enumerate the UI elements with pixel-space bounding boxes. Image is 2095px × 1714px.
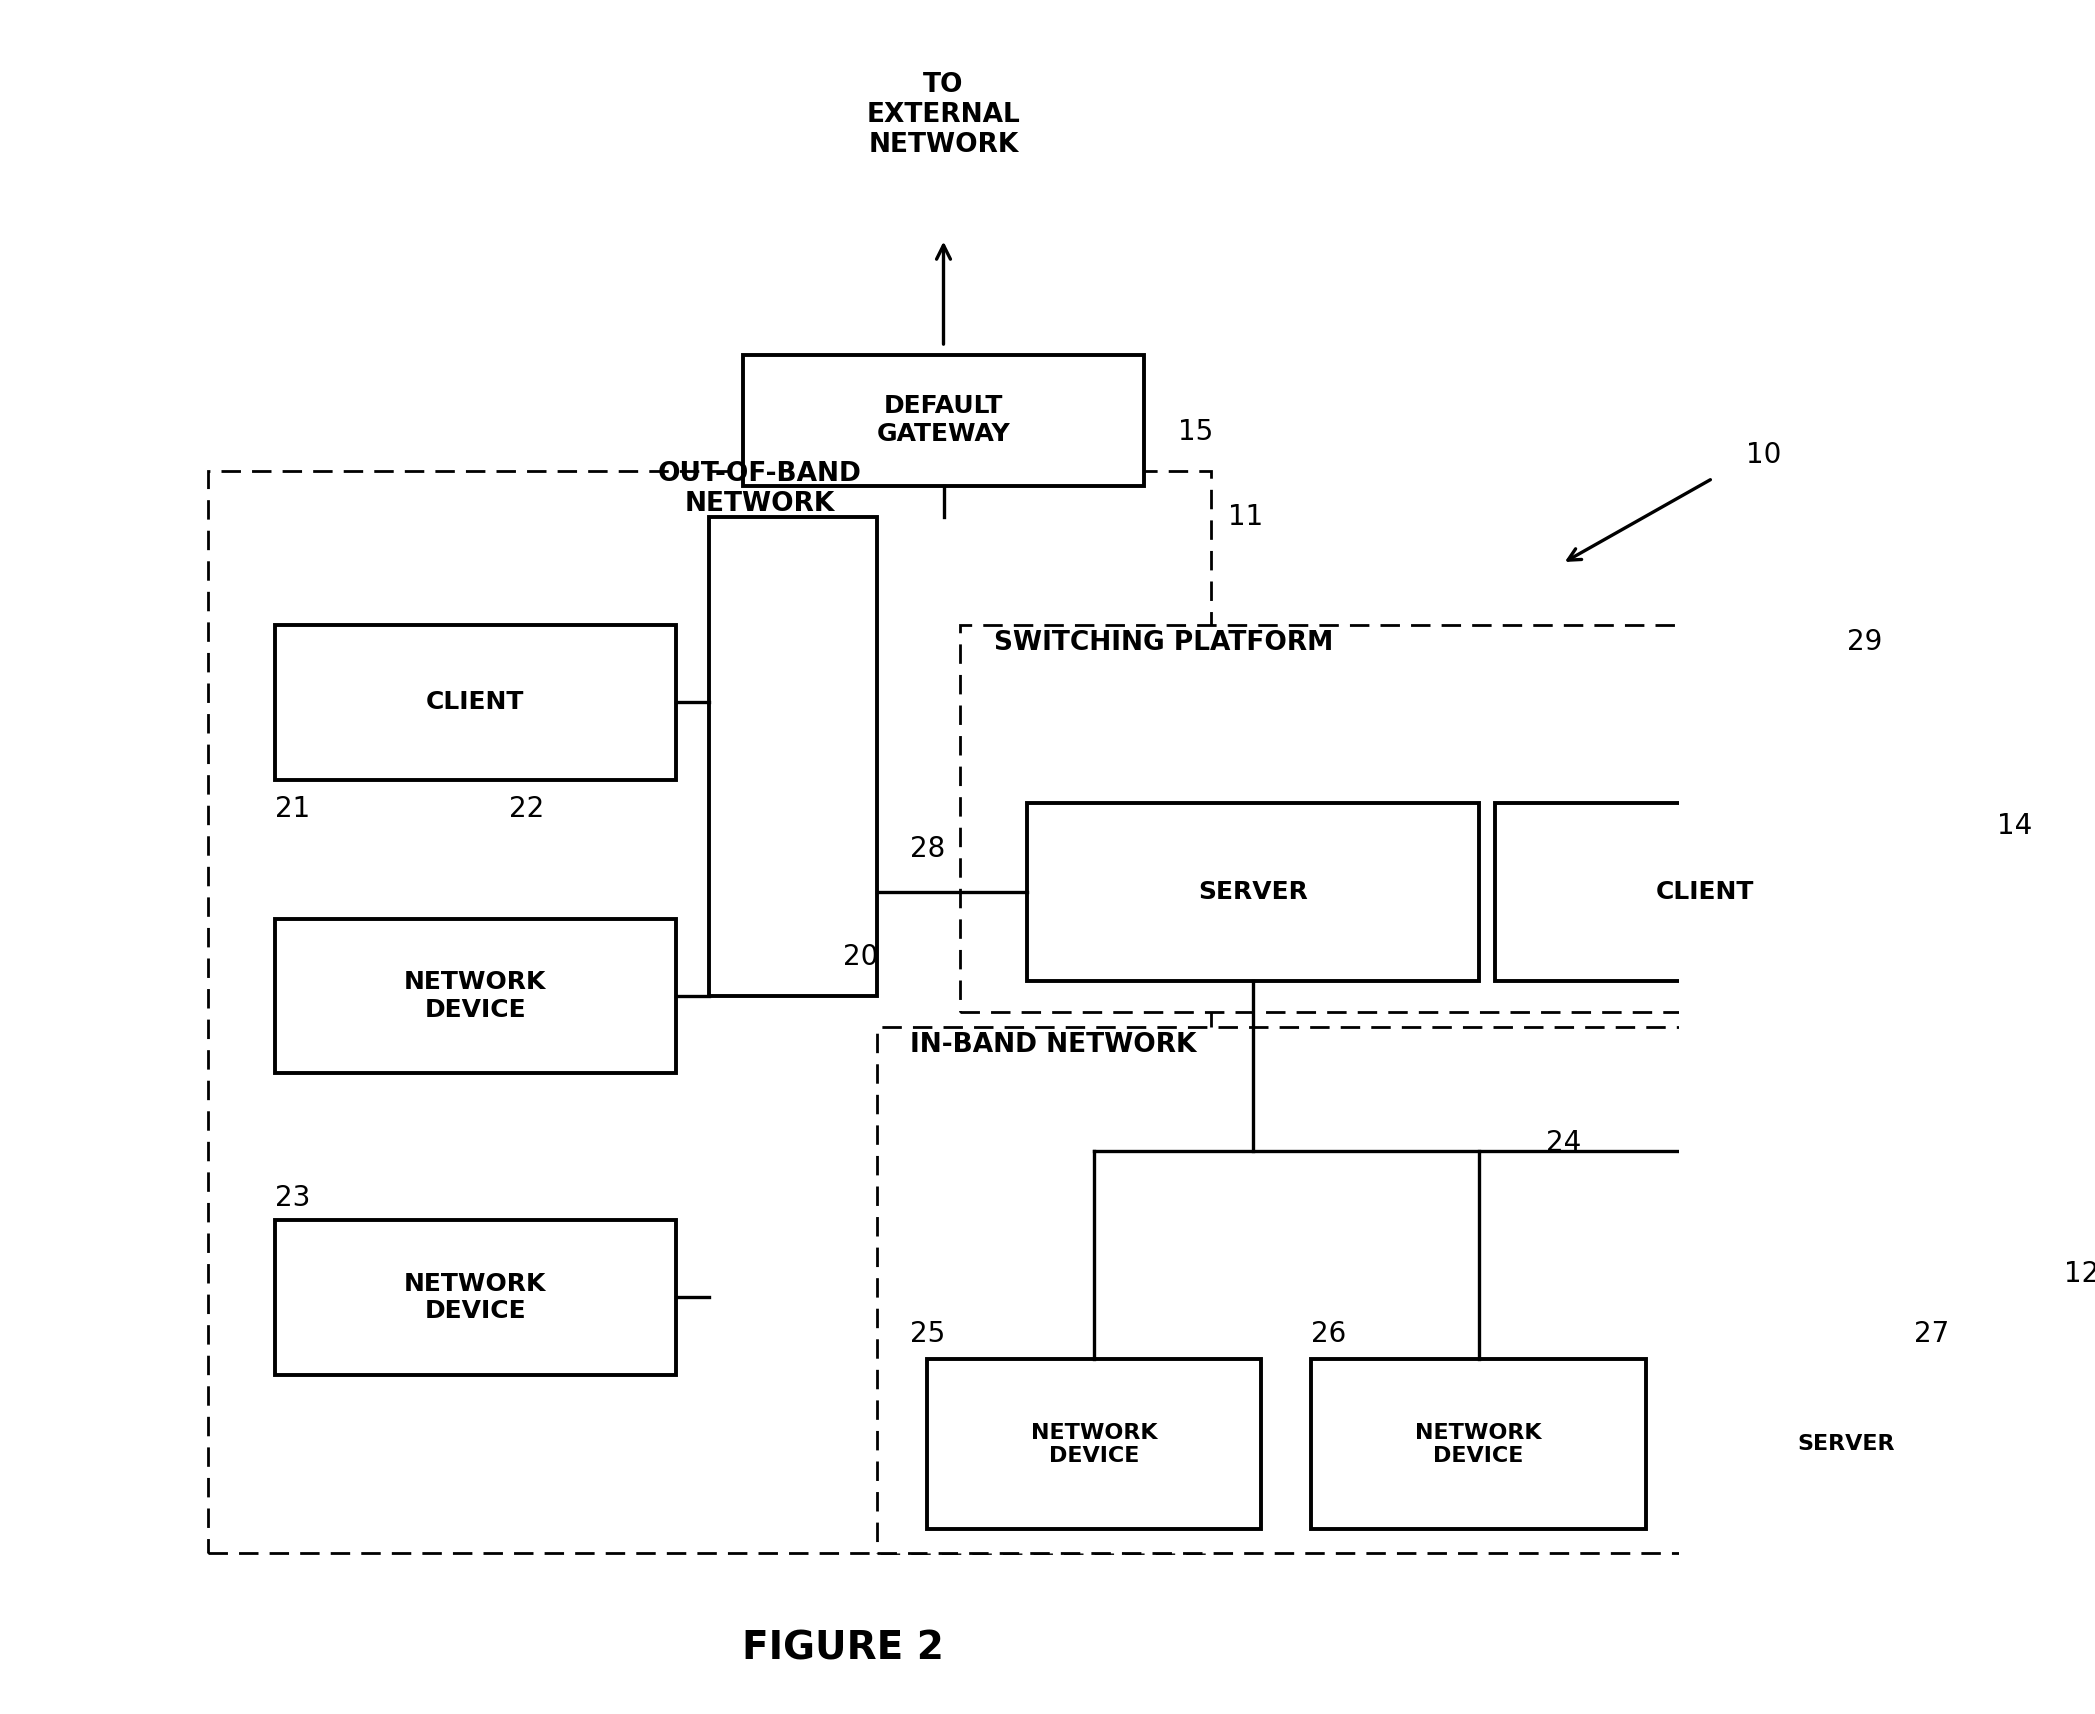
FancyBboxPatch shape xyxy=(207,471,1211,1553)
FancyBboxPatch shape xyxy=(1027,802,1479,980)
Text: 22: 22 xyxy=(509,795,545,823)
FancyBboxPatch shape xyxy=(274,626,677,780)
FancyBboxPatch shape xyxy=(744,355,1144,487)
FancyBboxPatch shape xyxy=(1311,1359,1647,1529)
FancyBboxPatch shape xyxy=(274,919,677,1073)
Text: NETWORK
DEVICE: NETWORK DEVICE xyxy=(404,1272,547,1323)
Text: NETWORK
DEVICE: NETWORK DEVICE xyxy=(1416,1423,1542,1465)
Text: 10: 10 xyxy=(1747,440,1781,470)
Text: NETWORK
DEVICE: NETWORK DEVICE xyxy=(1031,1423,1156,1465)
Text: IN-BAND NETWORK: IN-BAND NETWORK xyxy=(909,1032,1196,1058)
FancyBboxPatch shape xyxy=(710,518,876,996)
Text: 12: 12 xyxy=(2064,1260,2095,1289)
Text: 28: 28 xyxy=(909,835,945,864)
Text: 25: 25 xyxy=(909,1320,945,1349)
Text: DEFAULT
GATEWAY: DEFAULT GATEWAY xyxy=(876,394,1010,446)
FancyBboxPatch shape xyxy=(960,626,1963,1011)
Text: 21: 21 xyxy=(274,795,310,823)
FancyBboxPatch shape xyxy=(1697,1359,1997,1529)
Text: 23: 23 xyxy=(274,1184,310,1212)
Text: 26: 26 xyxy=(1311,1320,1347,1349)
Text: FIGURE 2: FIGURE 2 xyxy=(742,1630,945,1668)
Text: NETWORK
DEVICE: NETWORK DEVICE xyxy=(404,970,547,1022)
Text: SWITCHING PLATFORM: SWITCHING PLATFORM xyxy=(993,631,1332,656)
Text: OUT-OF-BAND
NETWORK: OUT-OF-BAND NETWORK xyxy=(658,461,861,518)
Text: 14: 14 xyxy=(1997,812,2032,840)
Text: CLIENT: CLIENT xyxy=(425,691,524,715)
Text: 11: 11 xyxy=(1228,502,1263,531)
FancyBboxPatch shape xyxy=(1496,802,1913,980)
Text: SERVER: SERVER xyxy=(1198,879,1307,903)
Text: TO
EXTERNAL
NETWORK: TO EXTERNAL NETWORK xyxy=(867,72,1020,158)
FancyBboxPatch shape xyxy=(876,1027,2047,1553)
Text: 29: 29 xyxy=(1846,627,1881,656)
Text: 27: 27 xyxy=(1913,1320,1948,1349)
Text: CLIENT: CLIENT xyxy=(1655,879,1754,903)
Text: 20: 20 xyxy=(842,943,878,972)
Text: 24: 24 xyxy=(1546,1130,1582,1157)
Text: 15: 15 xyxy=(1177,418,1213,446)
Text: SERVER: SERVER xyxy=(1798,1435,1896,1453)
FancyBboxPatch shape xyxy=(926,1359,1261,1529)
FancyBboxPatch shape xyxy=(274,1220,677,1375)
